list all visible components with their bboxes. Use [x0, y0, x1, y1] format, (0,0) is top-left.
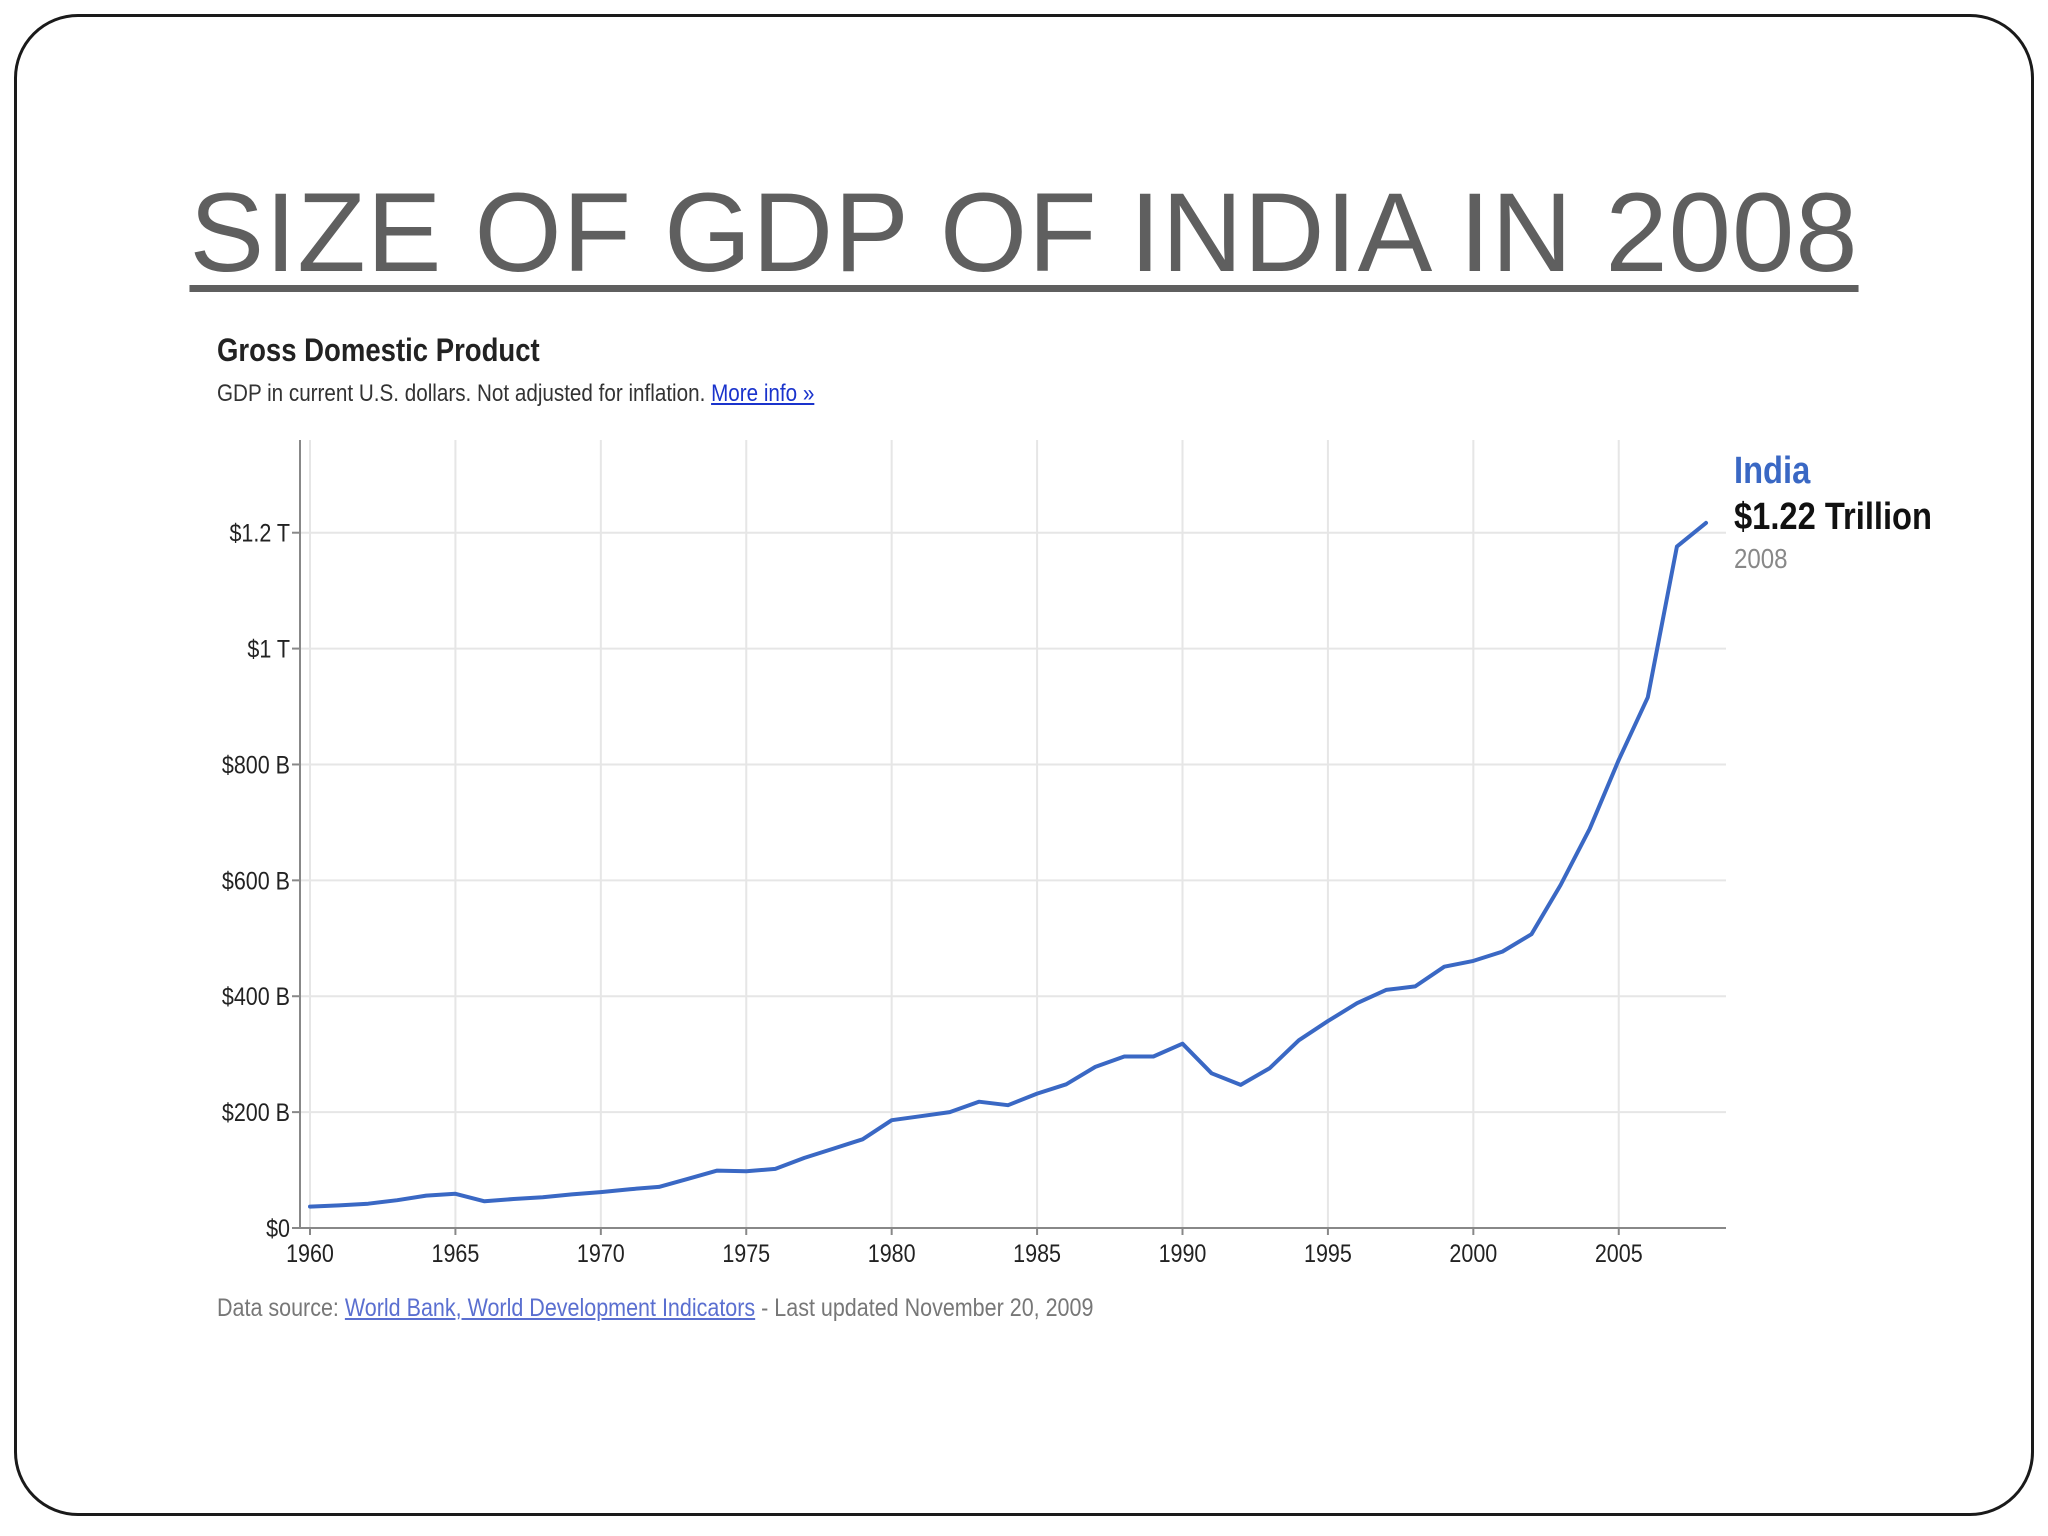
chart-grid [300, 440, 1726, 1228]
data-point [773, 1167, 777, 1171]
data-point [715, 1169, 719, 1173]
slide-title: SIZE OF GDP OF INDIA IN 2008 [189, 170, 1859, 295]
data-point [453, 1192, 457, 1196]
data-point [1064, 1082, 1068, 1086]
data-point [366, 1202, 370, 1206]
chart-subheading: GDP in current U.S. dollars. Not adjuste… [217, 380, 814, 408]
x-tick-label: 1960 [286, 1239, 334, 1267]
data-point [1413, 984, 1417, 988]
data-point [599, 1190, 603, 1194]
data-point [1704, 521, 1708, 525]
y-tick-label: $1 T [247, 635, 290, 663]
data-point [1006, 1103, 1010, 1107]
data-point [977, 1100, 981, 1104]
y-tick-label: $600 B [222, 867, 290, 895]
data-point [686, 1177, 690, 1181]
legend-latest-value: $1.22 Trillion [1734, 496, 1932, 538]
data-point [308, 1205, 312, 1209]
x-tick-label: 1980 [868, 1239, 916, 1267]
data-point [1617, 758, 1621, 762]
data-point [337, 1203, 341, 1207]
source-link[interactable]: World Bank, World Development Indicators [344, 1294, 756, 1322]
data-point [1151, 1054, 1155, 1058]
more-info-link[interactable]: More info » [711, 380, 815, 407]
data-point [570, 1192, 574, 1196]
data-point [1093, 1065, 1097, 1069]
data-point [744, 1169, 748, 1173]
y-tick-label: $400 B [222, 983, 290, 1011]
y-tick-label: $1.2 T [229, 519, 290, 547]
data-point [948, 1110, 952, 1114]
last-updated-text: - Last updated November 20, 2009 [761, 1294, 1094, 1322]
data-point [1355, 1001, 1359, 1005]
data-point [512, 1197, 516, 1201]
data-point [424, 1194, 428, 1198]
chart-heading: Gross Domestic Product [217, 332, 540, 368]
data-point [802, 1156, 806, 1160]
chart-series [308, 520, 1708, 1209]
data-point [890, 1118, 894, 1122]
data-point [1559, 883, 1563, 887]
data-point [1268, 1066, 1272, 1070]
data-point [483, 1199, 486, 1203]
x-tick-label: 2000 [1449, 1239, 1497, 1267]
data-point [1471, 959, 1475, 963]
data-point [1326, 1019, 1330, 1023]
data-point [1675, 545, 1679, 549]
source-prefix: Data source: [217, 1294, 339, 1322]
data-point [541, 1195, 545, 1199]
data-point [1530, 932, 1533, 936]
series-legend: India $1.22 Trillion 2008 [1734, 448, 1932, 578]
y-tick-label: $200 B [222, 1099, 290, 1127]
data-point [1646, 695, 1650, 699]
legend-latest-year: 2008 [1734, 543, 1788, 574]
data-point [1210, 1071, 1214, 1075]
chart-subheading-text: GDP in current U.S. dollars. Not adjuste… [217, 380, 706, 407]
data-source-line: Data source: World Bank, World Developme… [217, 1294, 1093, 1323]
x-tick-label: 1985 [1013, 1239, 1061, 1267]
data-point [1297, 1038, 1301, 1042]
chart-axes: 1960 1965 1970 1975 1980 1985 1990 1995 2000 2005… [222, 440, 1726, 1267]
data-point [919, 1114, 923, 1118]
y-tick-label: $0 [266, 1214, 290, 1242]
y-tick-label: $800 B [222, 751, 290, 779]
data-point [1181, 1042, 1184, 1046]
x-tick-label: 2005 [1595, 1239, 1643, 1267]
x-tick-label: 1975 [722, 1239, 770, 1267]
data-point [628, 1187, 632, 1191]
data-point [1239, 1083, 1243, 1087]
data-point [832, 1147, 835, 1151]
data-point [1500, 950, 1504, 954]
data-point [1384, 988, 1388, 992]
x-tick-label: 1995 [1304, 1239, 1352, 1267]
data-point [1442, 965, 1446, 969]
data-point [1122, 1054, 1126, 1058]
data-point [657, 1185, 661, 1189]
data-point [861, 1137, 865, 1141]
data-point [395, 1198, 399, 1202]
data-point [1035, 1092, 1039, 1096]
x-tick-label: 1965 [432, 1239, 480, 1267]
x-tick-label: 1990 [1159, 1239, 1207, 1267]
data-point [1588, 827, 1592, 831]
legend-series-name: India [1734, 450, 1811, 492]
x-tick-label: 1970 [577, 1239, 625, 1267]
